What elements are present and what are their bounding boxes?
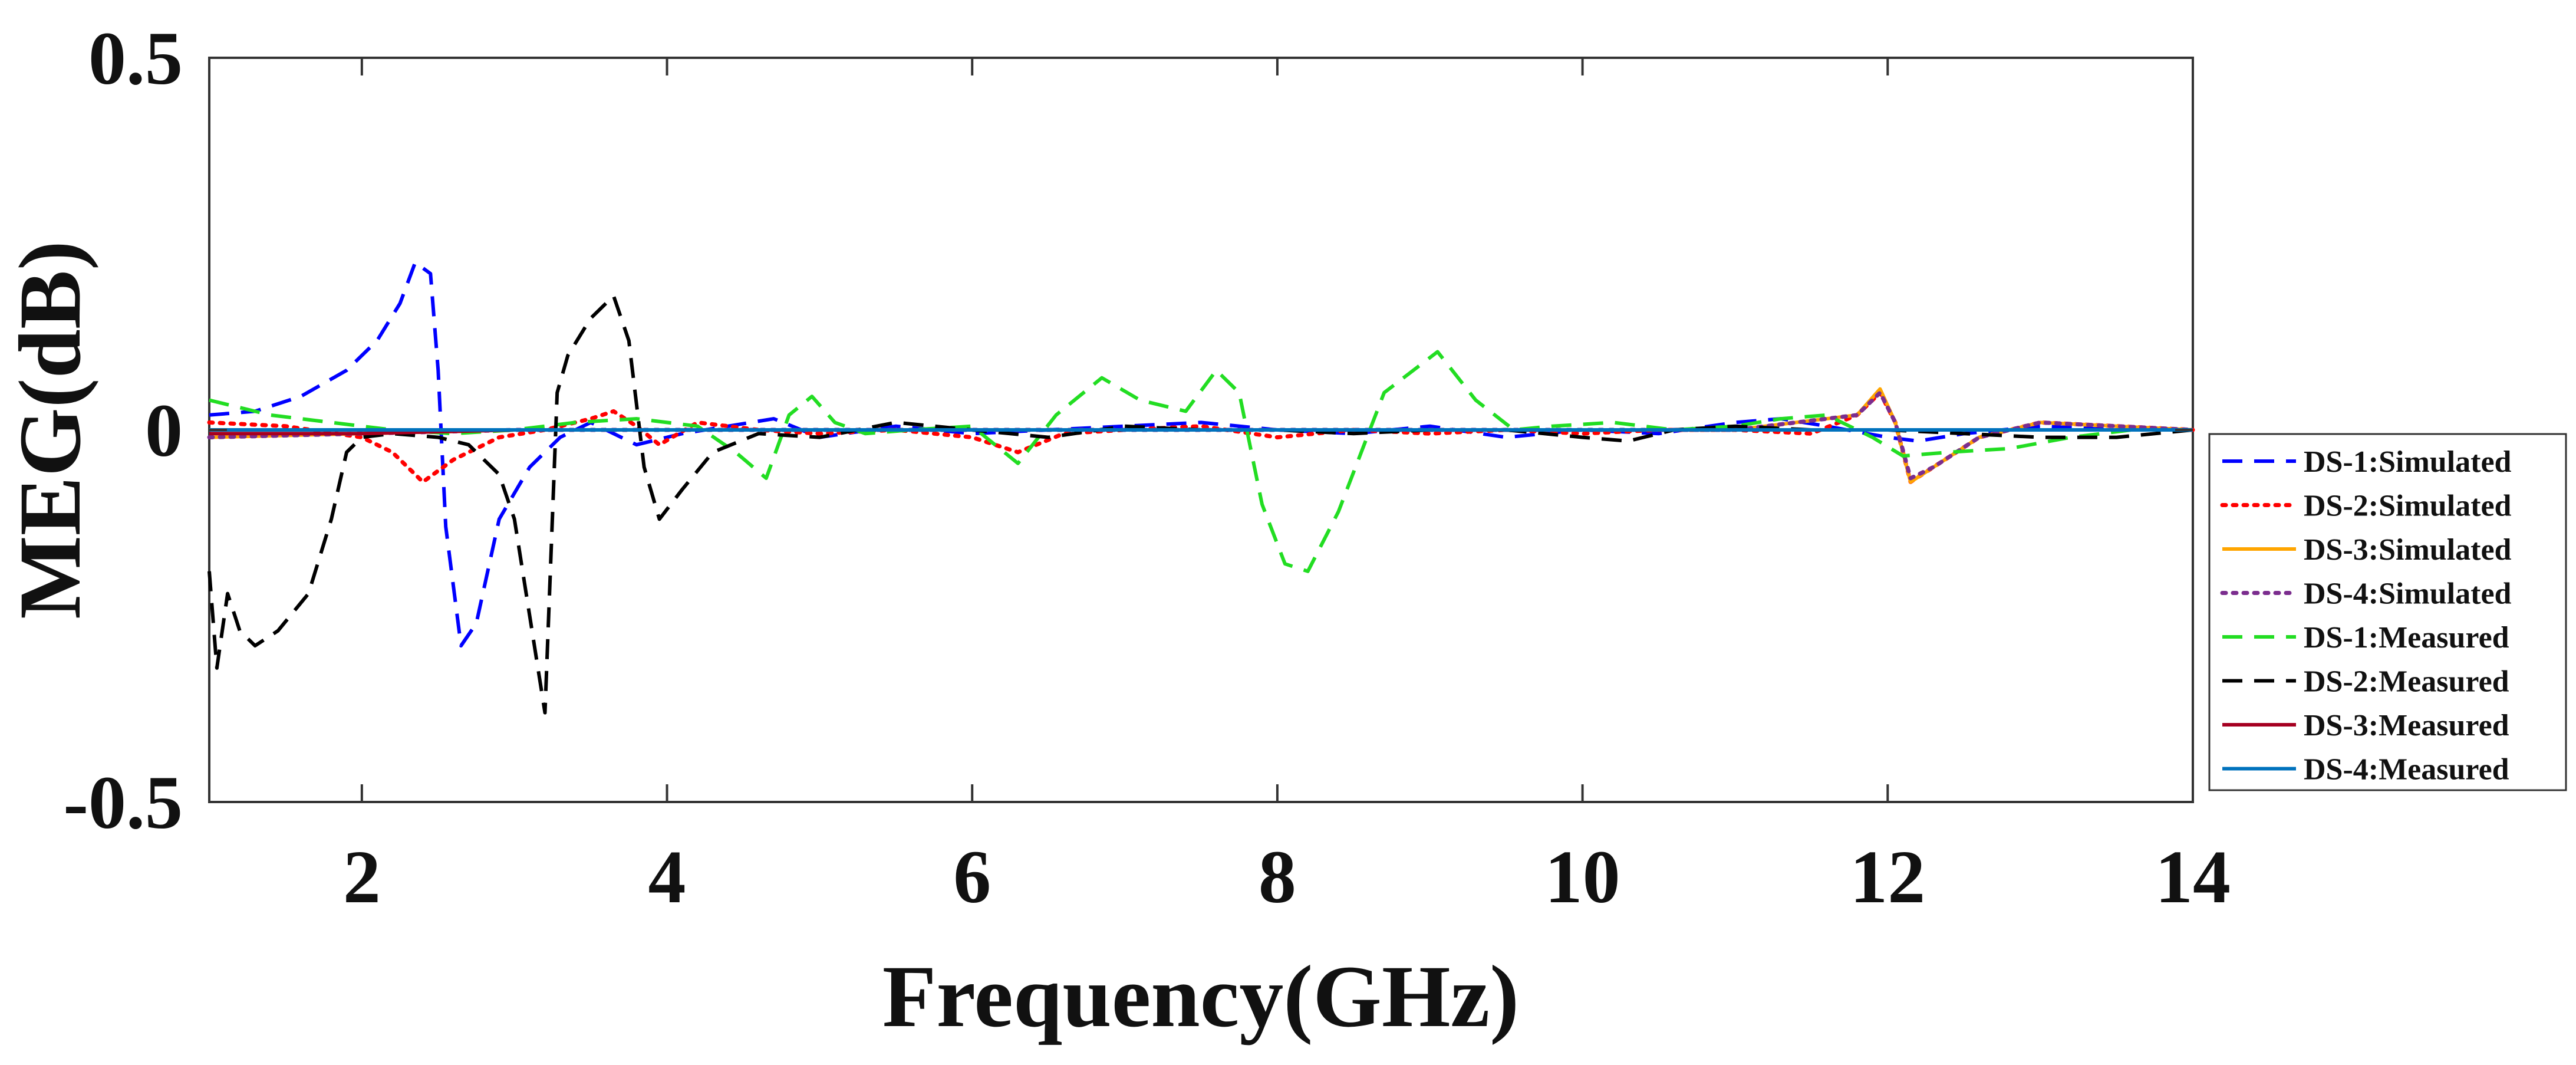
legend-label: DS-3:Simulated bbox=[2304, 533, 2512, 567]
legend-box bbox=[2208, 433, 2567, 791]
legend-label: DS-1:Measured bbox=[2304, 621, 2509, 655]
legend-label: DS-2:Simulated bbox=[2304, 489, 2512, 523]
series-line-ds-1-measured bbox=[209, 350, 2193, 573]
x-tick-label: 10 bbox=[1545, 835, 1620, 919]
x-tick-label: 12 bbox=[1850, 835, 1925, 919]
series-line-ds-2-measured bbox=[207, 294, 2193, 715]
series-layer bbox=[207, 261, 2195, 715]
legend-label: DS-4:Simulated bbox=[2304, 577, 2512, 611]
x-tick-label: 14 bbox=[2155, 835, 2231, 919]
y-tick-label: -0.5 bbox=[63, 761, 183, 844]
legend-label: DS-4:Measured bbox=[2304, 753, 2509, 787]
x-tick-label: 2 bbox=[343, 835, 381, 919]
x-tick-label: 8 bbox=[1259, 835, 1296, 919]
y-axis-title: MEG(dB) bbox=[1, 241, 99, 619]
legend-label: DS-2:Measured bbox=[2304, 665, 2509, 699]
y-axis-ticks: -0.5 0 0.5 bbox=[63, 17, 2193, 844]
y-tick-label: 0 bbox=[145, 389, 183, 472]
y-tick-label: 0.5 bbox=[88, 17, 183, 100]
x-axis-ticks: 2 4 6 8 10 12 14 bbox=[343, 58, 2231, 919]
legend-label: DS-3:Measured bbox=[2304, 709, 2509, 742]
legend-label: DS-1:Simulated bbox=[2304, 445, 2512, 479]
legend: DS-1:Simulated DS-2:Simulated DS-3:Simulat… bbox=[2208, 433, 2567, 791]
x-tick-label: 6 bbox=[953, 835, 991, 919]
legend-items: DS-1:Simulated DS-2:Simulated DS-3:Simulat… bbox=[2220, 445, 2512, 787]
x-tick-label: 4 bbox=[648, 835, 686, 919]
x-axis-title: Frequency(GHz) bbox=[882, 948, 1519, 1046]
